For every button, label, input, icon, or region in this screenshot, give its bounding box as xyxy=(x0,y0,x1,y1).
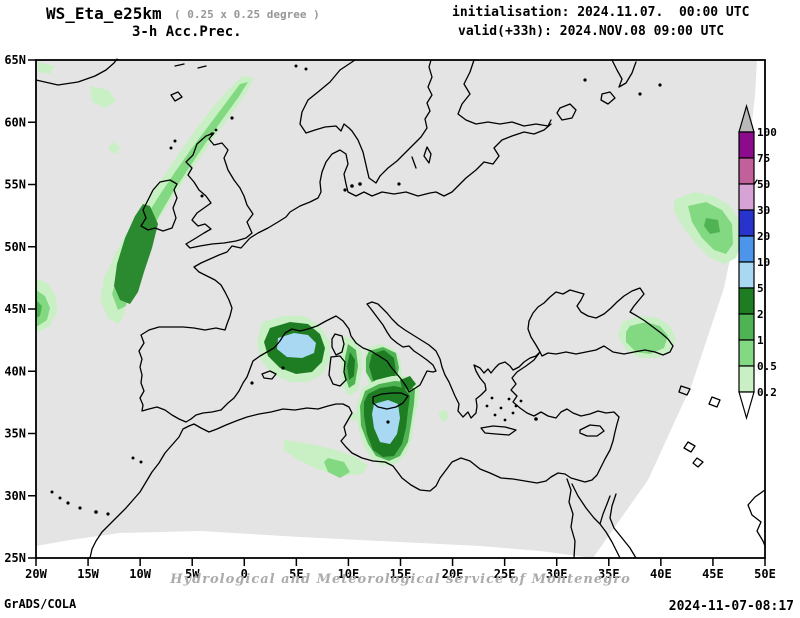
small-islands xyxy=(50,64,662,516)
colorbar-segment xyxy=(738,287,755,315)
lon-label: 5W xyxy=(185,567,200,581)
product-title: 3-h Acc.Prec. xyxy=(132,24,242,40)
coast-britain xyxy=(185,132,254,249)
lon-label: 20E xyxy=(442,567,464,581)
valid-time: valid(+33h): 2024.NOV.08 09:00 UTC xyxy=(458,24,725,39)
colorbar-label: 2 xyxy=(757,308,764,321)
coast-black-sea xyxy=(527,287,674,357)
coast-east-fragments xyxy=(678,179,766,547)
coast-baltic-finland xyxy=(138,59,552,423)
coast-scandinavia xyxy=(299,59,433,184)
colorbar-label: 0.2 xyxy=(757,386,777,399)
lon-label: 25E xyxy=(494,567,516,581)
timestamp: 2024-11-07-08:17 xyxy=(668,599,794,614)
colorbar-under-arrow xyxy=(738,391,755,421)
lat-label: 35N xyxy=(4,427,26,441)
coast-red-sea xyxy=(571,483,637,559)
lon-label: 10W xyxy=(129,567,151,581)
colorbar-label: 5 xyxy=(757,282,764,295)
colorbar-segment xyxy=(738,235,755,263)
lat-label: 65N xyxy=(4,53,26,67)
lon-label: 10E xyxy=(338,567,360,581)
colorbar-segment xyxy=(738,183,755,211)
lon-label: 15W xyxy=(77,567,99,581)
coast-iceland xyxy=(35,58,207,102)
colorbar-label: 20 xyxy=(757,230,770,243)
lat-label: 50N xyxy=(4,240,26,254)
colorbar-segment xyxy=(738,313,755,341)
lat-label: 55N xyxy=(4,178,26,192)
lon-label: 20W xyxy=(25,567,47,581)
river-nile xyxy=(566,478,576,559)
axes-layer: 65N 60N 55N 50N 45N 40N 35N 30N 25N 20W 15W 10W 5W 0 5… xyxy=(4,53,776,581)
lon-label: 15E xyxy=(390,567,412,581)
colorbar-label: 1 xyxy=(757,334,764,347)
colorbar-label: 10 xyxy=(757,256,770,269)
colorbar-segment xyxy=(738,339,755,367)
lat-label: 60N xyxy=(4,115,26,129)
watermark: Hydrological and Meteorological service … xyxy=(170,572,631,587)
colorbar-label: 30 xyxy=(757,204,770,217)
lat-label: 25N xyxy=(4,551,26,565)
lon-label: 0 xyxy=(241,567,248,581)
colorbar-segment xyxy=(738,131,755,159)
grads-credit: GrADS/COLA xyxy=(4,597,77,611)
colorbar-segment xyxy=(738,157,755,185)
coastlines xyxy=(35,58,766,559)
coast-ireland xyxy=(140,179,178,232)
lon-label: 5E xyxy=(289,567,303,581)
islands-and-lakes xyxy=(261,59,637,437)
lon-label: 40E xyxy=(650,567,672,581)
lon-label: 45E xyxy=(702,567,724,581)
lat-label: 45N xyxy=(4,302,26,316)
colorbar-segment xyxy=(738,209,755,237)
lat-label: 30N xyxy=(4,489,26,503)
colorbar-label: 100 xyxy=(757,126,777,139)
lon-label: 50E xyxy=(754,567,776,581)
grid-resolution: ( 0.25 x 0.25 degree ) xyxy=(174,8,320,21)
colorbar-label: 0.5 xyxy=(757,360,777,373)
lat-label: 40N xyxy=(4,364,26,378)
lon-label: 35E xyxy=(598,567,620,581)
colorbar-label: 75 xyxy=(757,152,770,165)
colorbar-label: 50 xyxy=(757,178,770,191)
colorbar-segment xyxy=(738,365,755,393)
init-time: initialisation: 2024.11.07. 00:00 UTC xyxy=(452,5,750,20)
lon-label: 30E xyxy=(546,567,568,581)
colorbar: 100 75 50 30 20 10 5 2 1 0.5 0.2 xyxy=(738,103,777,421)
colorbar-segment xyxy=(738,261,755,289)
model-title: WS_Eta_e25km xyxy=(46,4,162,23)
